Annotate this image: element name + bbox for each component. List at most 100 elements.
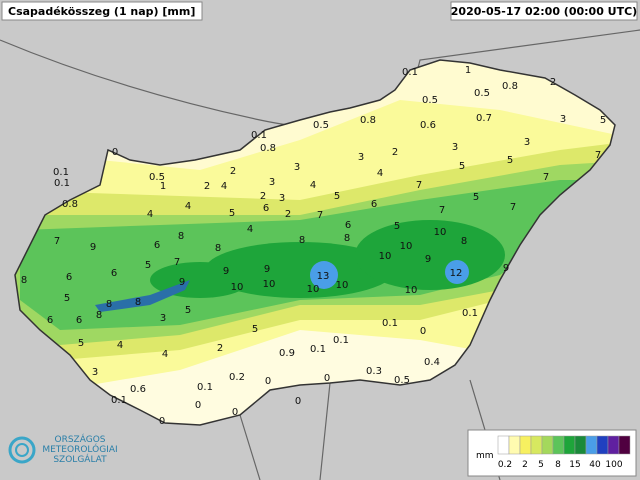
station-value: 0 [232,407,238,418]
legend: mm 0.2 2 5 8 15 40 100 [476,435,631,470]
station-value: 6 [345,220,351,231]
station-value: 0.9 [279,348,295,359]
station-value: 0 [195,400,201,411]
station-value: 0.6 [420,120,436,131]
station-value: 12 [450,268,463,279]
station-value: 8 [215,243,221,254]
station-value: 2 [285,209,291,220]
station-value: 10 [379,251,392,262]
legend-swatch [541,435,554,455]
station-value: 10 [263,279,276,290]
station-value: 7 [416,180,422,191]
station-value: 2 [550,77,556,88]
station-value: 0.5 [422,95,438,106]
station-value: 0.8 [502,81,518,92]
station-value: 8 [178,231,184,242]
legend-swatch [552,435,565,455]
station-value: 0.1 [333,335,349,346]
station-value: 3 [524,137,530,148]
station-value: 8 [135,297,141,308]
station-value: 0.7 [476,113,492,124]
station-value: 5 [252,324,258,335]
station-value: 0.2 [229,372,245,383]
station-value: 0.5 [149,172,165,183]
station-value: 0 [295,396,301,407]
legend-label: 5 [538,460,544,470]
legend-swatch [585,435,598,455]
station-value: 3 [92,367,98,378]
legend-label: 15 [569,460,580,470]
station-value: 0.1 [402,67,418,78]
logo-text: ORSZÁGOS [55,433,106,445]
legend-swatch [618,435,631,455]
legend-swatch [519,435,532,455]
station-value: 2 [260,191,266,202]
station-value: 9 [264,264,270,275]
station-value: 9 [179,277,185,288]
country-outline [14,59,616,426]
station-value: 9 [503,263,509,274]
station-value: 0 [112,147,118,158]
station-value: 0.4 [424,357,440,368]
logo: ORSZÁGOS METEOROLÓGIAI SZOLGÁLAT [8,433,118,465]
legend-swatch [607,435,620,455]
station-value: 4 [147,209,153,220]
station-value: 6 [66,272,72,283]
station-value: 6 [47,315,53,326]
station-value: 0.3 [366,366,382,377]
legend-swatch [508,435,521,455]
station-value: 2 [230,166,236,177]
station-value: 5 [600,115,606,126]
station-value: 5 [64,293,70,304]
station-value: 4 [310,180,316,191]
station-value: 0.1 [197,382,213,393]
logo-text: SZOLGÁLAT [53,453,107,465]
legend-label: 100 [605,460,622,470]
station-value: 5 [229,208,235,219]
station-value: 5 [459,161,465,172]
station-value: 8 [461,236,467,247]
station-value: 0.1 [53,167,69,178]
timestamp: 2020-05-17 02:00 (00:00 UTC) [451,5,637,18]
station-value: 0.1 [310,344,326,355]
station-value: 8 [299,235,305,246]
station-value: 0.5 [313,120,329,131]
legend-label: 40 [589,460,601,470]
station-value: 0.1 [251,130,267,141]
station-value: 10 [405,285,418,296]
station-value: 8 [21,275,27,286]
legend-swatch [574,435,587,455]
station-value: 0.5 [474,88,490,99]
station-value: 3 [279,193,285,204]
station-value: 0 [265,376,271,387]
station-value: 9 [223,266,229,277]
station-value: 10 [434,227,447,238]
timestamp-box [450,1,638,21]
station-value: 7 [543,172,549,183]
station-value: 5 [473,192,479,203]
station-value: 9 [425,254,431,265]
station-value: 0.1 [54,178,70,189]
station-value: 6 [154,240,160,251]
station-value: 4 [221,181,227,192]
station-value: 0.8 [260,143,276,154]
station-value: 7 [317,210,323,221]
station-value: 3 [269,177,275,188]
station-value: 5 [145,260,151,271]
station-value: 3 [294,162,300,173]
station-value: 8 [344,233,350,244]
station-value: 2 [204,181,210,192]
station-value: 9 [90,242,96,253]
station-value: 0.8 [360,115,376,126]
station-value: 0 [159,416,165,427]
station-value: 0.1 [382,318,398,329]
station-value: 3 [358,152,364,163]
legend-swatch [530,435,543,455]
legend-label: 2 [522,460,528,470]
station-value: 3 [452,142,458,153]
station-value: 0.1 [111,395,127,406]
station-value: 4 [117,340,123,351]
title: Csapadékösszeg (1 nap) [mm] [8,5,195,18]
